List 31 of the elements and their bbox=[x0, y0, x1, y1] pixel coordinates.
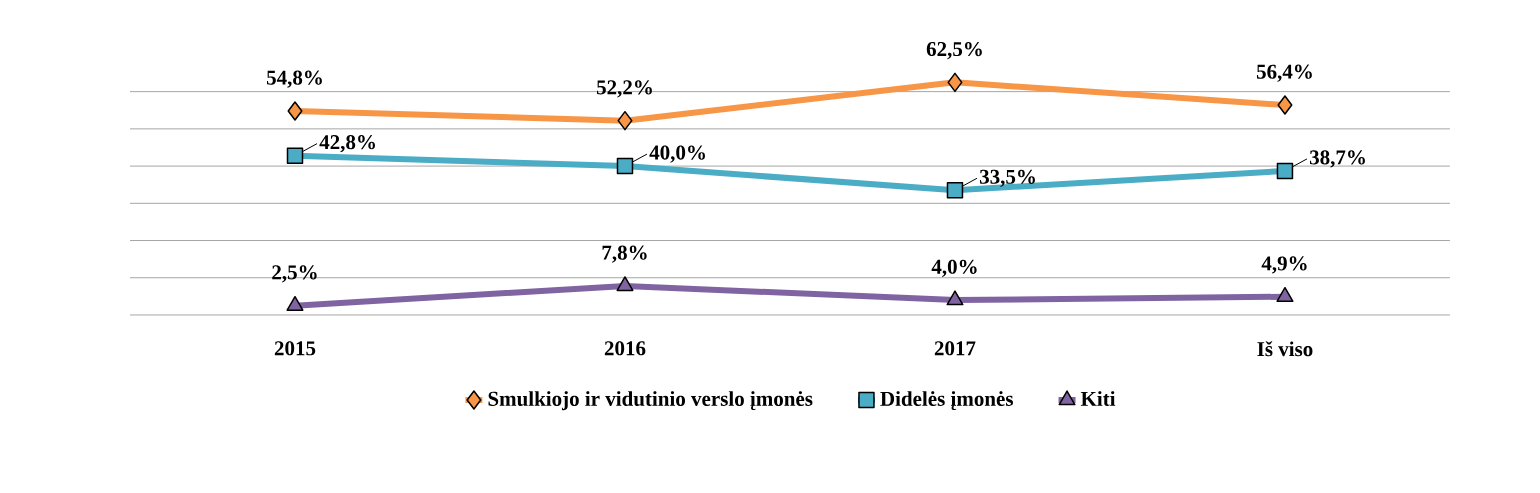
point bbox=[1277, 95, 1293, 115]
data-label: 62,5% bbox=[926, 41, 982, 60]
legend-label: Kiti bbox=[1080, 391, 1116, 406]
legend-label: Didelės įmonės bbox=[880, 391, 1013, 411]
data-label: 4,0% bbox=[931, 259, 977, 277]
point bbox=[946, 290, 964, 306]
x-tick-label: 2015 bbox=[274, 341, 316, 356]
point bbox=[617, 110, 633, 131]
data-label: 2,5% bbox=[272, 265, 317, 283]
data-label: 33,5% bbox=[979, 169, 1035, 187]
data-label: 7,8% bbox=[602, 245, 647, 263]
data-label: 54,8% bbox=[266, 70, 322, 88]
data-label: 4,9% bbox=[1261, 256, 1307, 274]
data-label: 38,7% bbox=[1309, 150, 1365, 168]
point bbox=[616, 276, 634, 292]
data-label: 40,0% bbox=[649, 145, 705, 163]
x-tick-label: Iš viso bbox=[1257, 341, 1313, 357]
point bbox=[286, 295, 304, 311]
point bbox=[947, 72, 963, 93]
point bbox=[616, 157, 634, 175]
legend-label: Smulkiojo ir vidutinio verslo įmonės bbox=[488, 391, 813, 411]
point bbox=[1276, 286, 1294, 302]
point bbox=[287, 101, 303, 121]
point bbox=[946, 182, 964, 199]
x-tick-label: 2017 bbox=[934, 341, 976, 356]
point bbox=[286, 147, 304, 164]
data-label: 42,8% bbox=[319, 135, 375, 153]
data-label: 56,4% bbox=[1256, 64, 1312, 82]
point bbox=[1276, 162, 1294, 180]
x-tick-label: 2016 bbox=[604, 341, 646, 356]
data-label: 52,2% bbox=[596, 80, 652, 98]
